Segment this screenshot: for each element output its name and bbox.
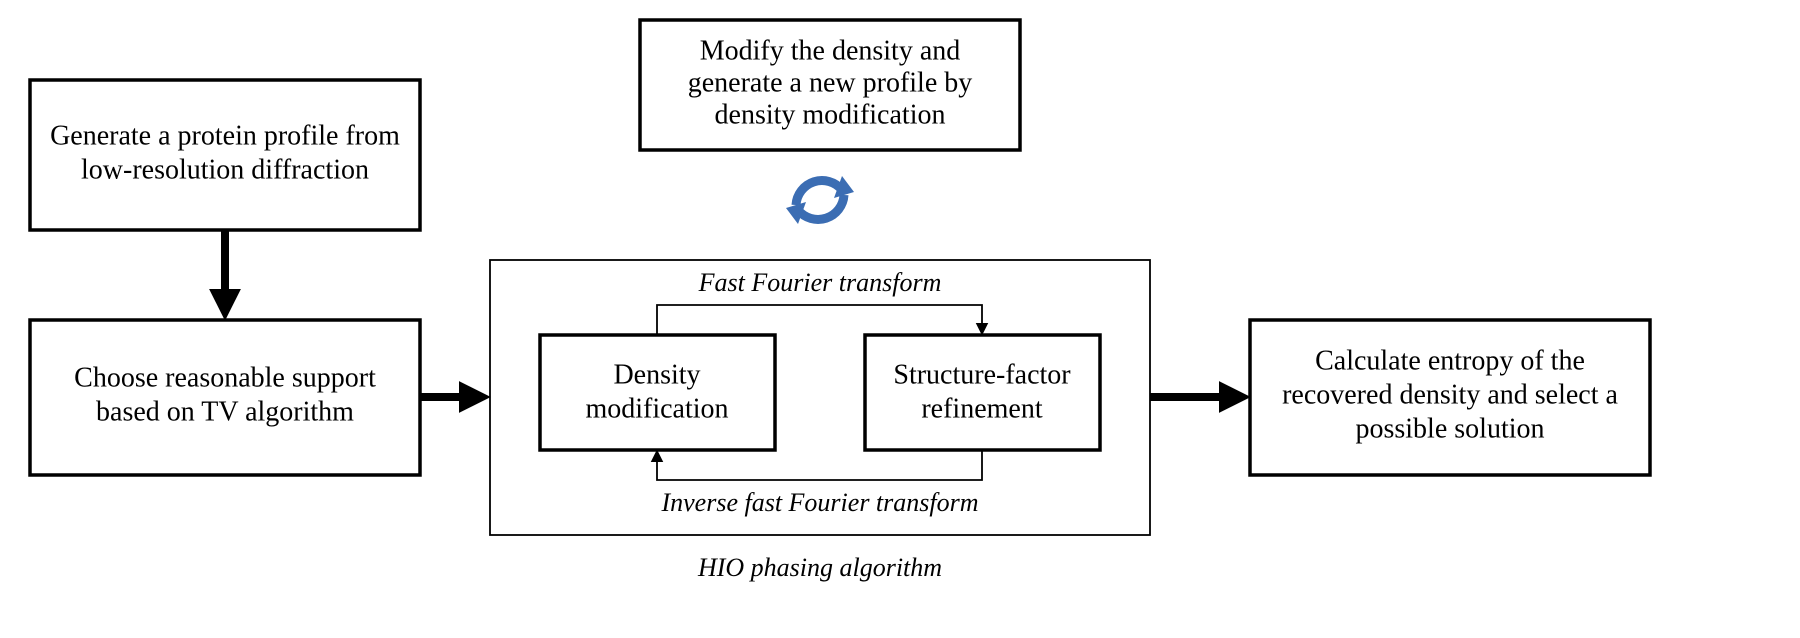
label-fft: Fast Fourier transform: [698, 268, 942, 297]
node-calculate-line1: Calculate entropy of the: [1315, 345, 1585, 376]
node-choose-line2: based on TV algorithm: [96, 396, 354, 427]
node-sf-refine-line2: refinement: [921, 393, 1042, 424]
node-generate-line1: Generate a protein profile from: [50, 120, 400, 151]
cycle-icon: [786, 176, 854, 224]
node-modify-top-line3: density modification: [715, 99, 946, 130]
node-modify-top-line1: Modify the density and: [700, 35, 961, 66]
hio-caption: HIO phasing algorithm: [697, 553, 942, 582]
node-generate-line2: low-resolution diffraction: [81, 154, 369, 185]
node-sf-refine-line1: Structure-factor: [893, 359, 1071, 390]
flowchart-diagram: Generate a protein profile from low-reso…: [0, 0, 1800, 638]
node-density-mod-line2: modification: [585, 393, 728, 424]
node-choose-line1: Choose reasonable support: [74, 362, 376, 393]
node-density-mod-line1: Density: [613, 359, 700, 390]
node-calculate-line3: possible solution: [1355, 413, 1544, 444]
node-calculate-line2: recovered density and select a: [1282, 379, 1618, 410]
label-ifft: Inverse fast Fourier transform: [660, 488, 978, 517]
node-modify-top-line2: generate a new profile by: [688, 67, 973, 98]
